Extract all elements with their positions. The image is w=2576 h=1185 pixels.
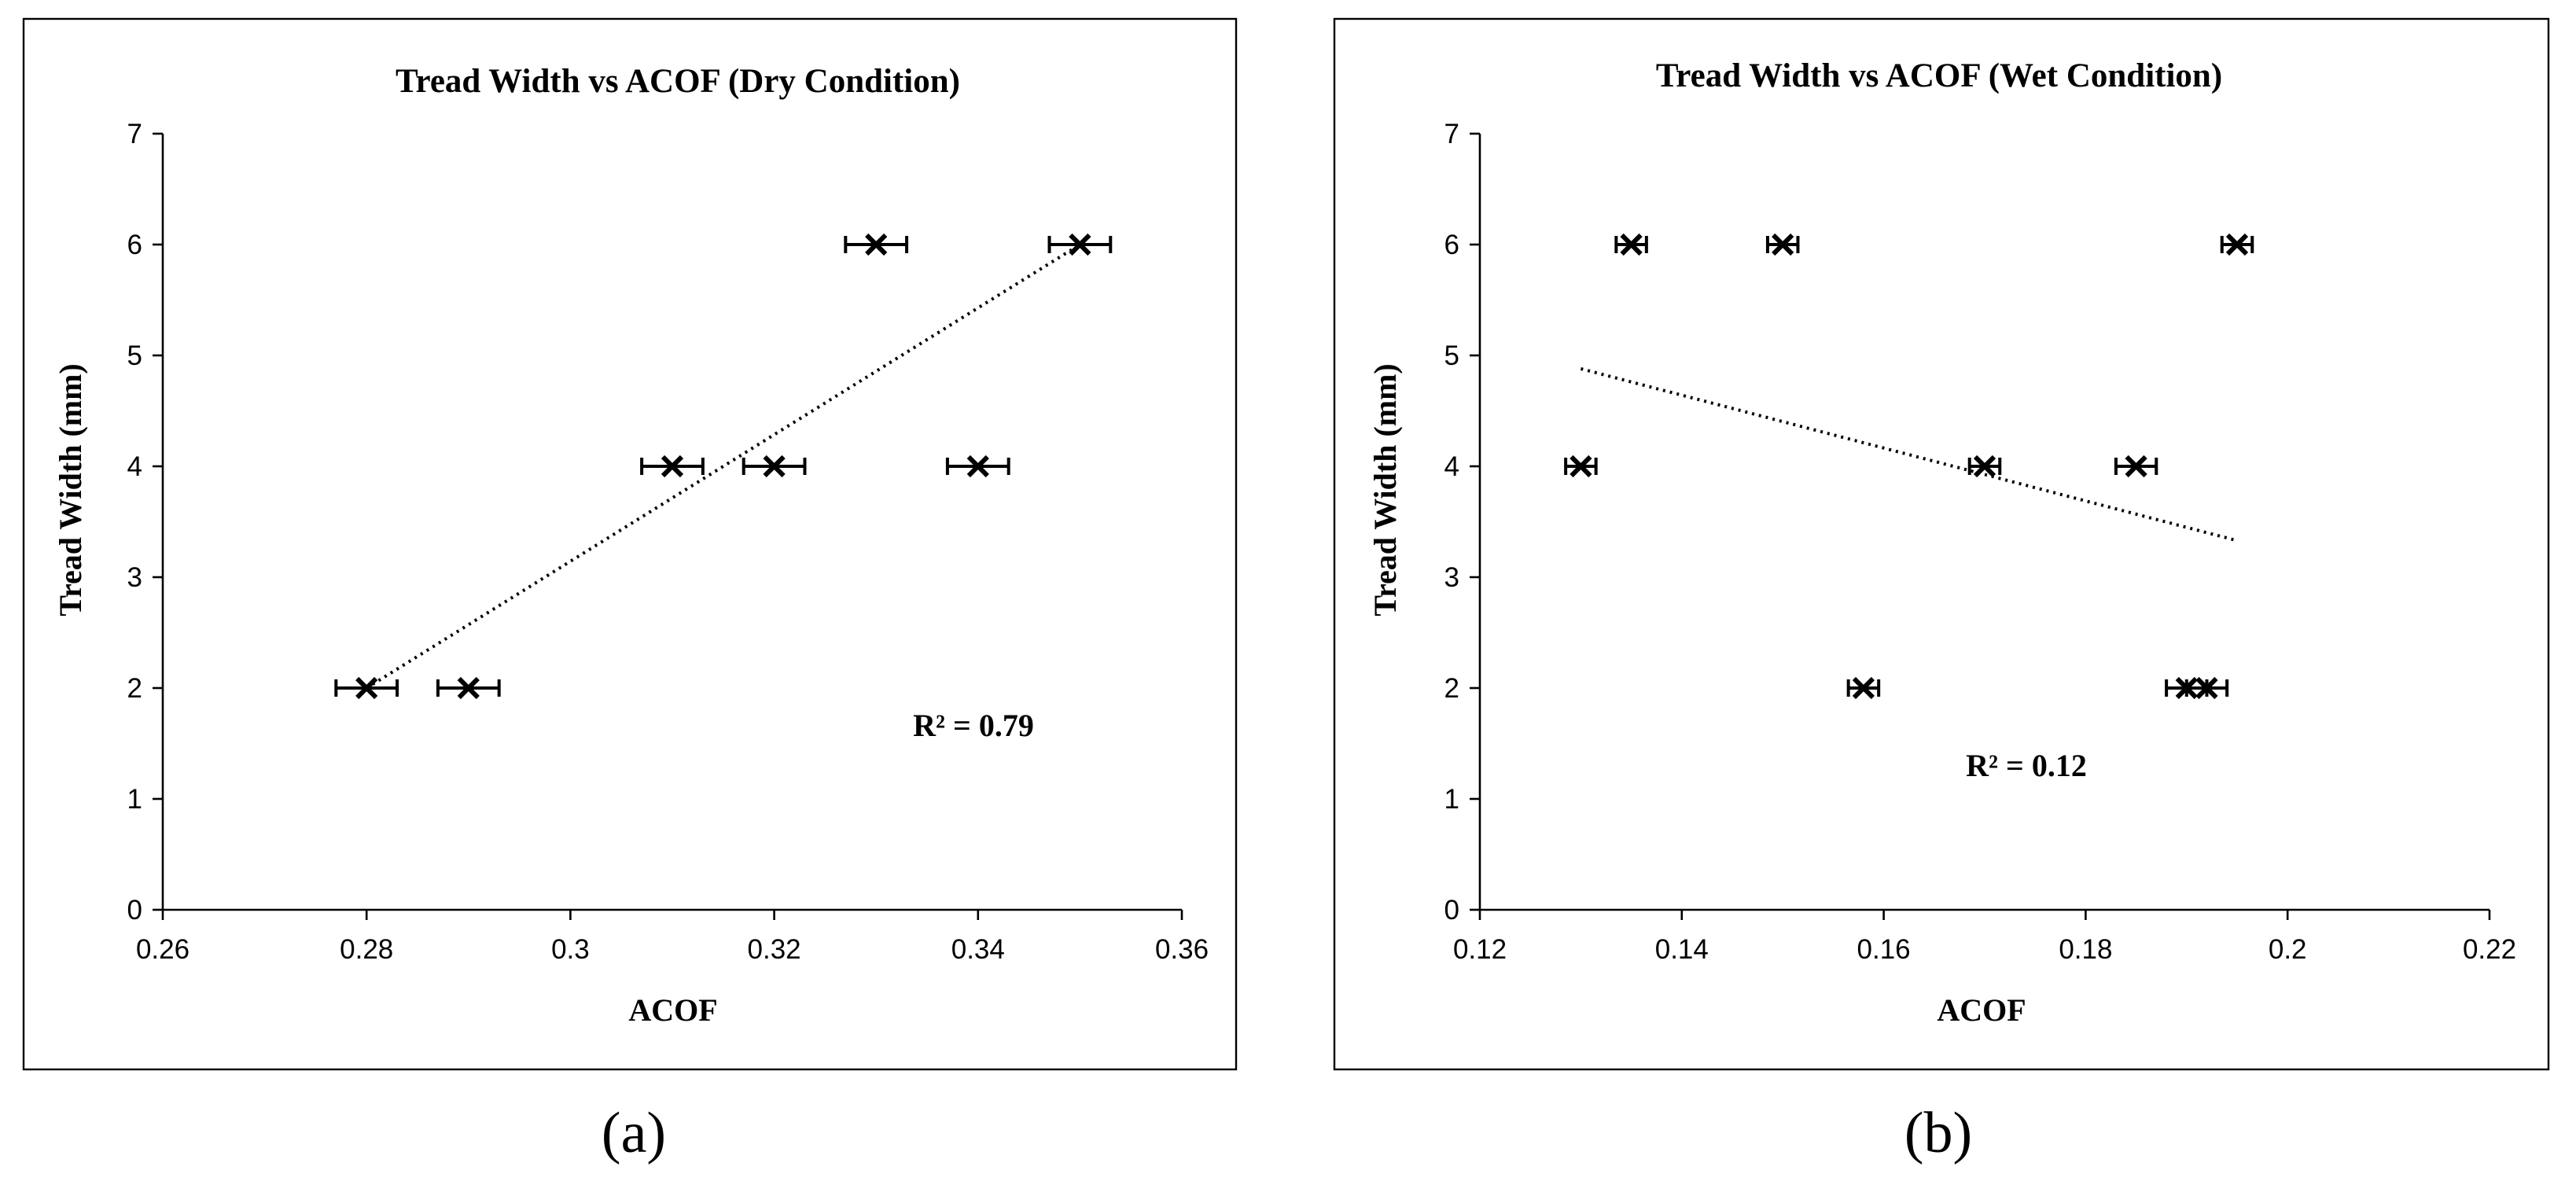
y-tick-label-b: 1 bbox=[1444, 784, 1459, 815]
x-tick-label-a: 0.3 bbox=[551, 934, 590, 965]
y-tick-label-a: 6 bbox=[127, 230, 142, 260]
y-tick-label-a: 1 bbox=[127, 784, 142, 815]
x-axis-label-b: ACOF bbox=[1937, 992, 2026, 1028]
x-tick-label-b: 0.18 bbox=[2059, 934, 2112, 965]
panel-caption-a: (a) bbox=[602, 1101, 666, 1165]
x-tick-label-b: 0.22 bbox=[2463, 934, 2516, 965]
x-tick-label-a: 0.32 bbox=[748, 934, 801, 965]
y-tick-label-a: 4 bbox=[127, 451, 142, 482]
data-point-b bbox=[2225, 233, 2249, 256]
data-point-b bbox=[1772, 233, 1794, 256]
data-point-a bbox=[1069, 233, 1091, 256]
x-tick-label-a: 0.26 bbox=[136, 934, 190, 965]
y-tick-label-a: 3 bbox=[127, 562, 142, 593]
y-tick-label-b: 5 bbox=[1444, 340, 1459, 371]
y-tick-label-a: 0 bbox=[127, 895, 142, 926]
y-tick-label-b: 6 bbox=[1444, 230, 1459, 260]
y-tick-label-b: 2 bbox=[1444, 673, 1459, 704]
y-tick-label-b: 7 bbox=[1444, 119, 1459, 149]
x-tick-label-b: 0.12 bbox=[1453, 934, 1507, 965]
data-point-b bbox=[2195, 676, 2218, 700]
data-point-b bbox=[1570, 454, 1592, 478]
data-point-a bbox=[865, 233, 888, 256]
panel-caption-b: (b) bbox=[1904, 1101, 1972, 1165]
plot-area-b: 0.12 0.14 0.16 0.18 0.2 0.22 0 1 2 3 4 5 6 7 bbox=[1444, 119, 2517, 965]
data-point-b bbox=[1973, 454, 1996, 478]
chart-panel-b: Tread Width vs ACOF (Wet Condition) 0.12… bbox=[1333, 17, 2550, 1071]
data-point-a bbox=[966, 454, 989, 478]
data-point-a bbox=[457, 676, 480, 700]
y-tick-label-b: 4 bbox=[1444, 451, 1459, 482]
x-tick-label-b: 0.14 bbox=[1655, 934, 1709, 965]
x-axis-label-a: ACOF bbox=[628, 992, 717, 1028]
y-axis-label-b: Tread Width (mm) bbox=[1367, 363, 1403, 616]
data-point-b bbox=[1620, 233, 1643, 256]
chart-panel-a: Tread Width vs ACOF (Dry Condition) 0.26… bbox=[22, 17, 1238, 1071]
x-tick-label-b: 0.2 bbox=[2269, 934, 2307, 965]
y-tick-label-b: 0 bbox=[1444, 895, 1459, 926]
x-tick-label-b: 0.16 bbox=[1857, 934, 1911, 965]
data-point-a bbox=[661, 454, 684, 478]
y-tick-label-a: 7 bbox=[127, 119, 142, 149]
data-point-a bbox=[763, 454, 786, 478]
data-point-a bbox=[355, 676, 378, 700]
r-squared-label-a: R² = 0.79 bbox=[913, 708, 1034, 743]
r-squared-label-b: R² = 0.12 bbox=[1966, 748, 2087, 783]
data-point-b bbox=[1852, 676, 1875, 700]
x-tick-label-a: 0.34 bbox=[951, 934, 1005, 965]
plot-area-a: 0.26 0.28 0.3 0.32 0.34 0.36 0 1 2 3 4 5 6 7 bbox=[127, 119, 1209, 965]
x-tick-label-a: 0.36 bbox=[1155, 934, 1209, 965]
data-point-b bbox=[2125, 454, 2147, 478]
x-tick-label-a: 0.28 bbox=[340, 934, 393, 965]
chart-frame-a bbox=[22, 17, 1238, 1071]
chart-title-b: Tread Width vs ACOF (Wet Condition) bbox=[1656, 57, 2222, 94]
y-tick-label-b: 3 bbox=[1444, 562, 1459, 593]
y-tick-label-a: 5 bbox=[127, 340, 142, 371]
chart-frame-b bbox=[1333, 17, 2550, 1071]
chart-title-a: Tread Width vs ACOF (Dry Condition) bbox=[396, 63, 960, 100]
y-axis-label-a: Tread Width (mm) bbox=[53, 363, 88, 616]
y-tick-label-a: 2 bbox=[127, 673, 142, 704]
